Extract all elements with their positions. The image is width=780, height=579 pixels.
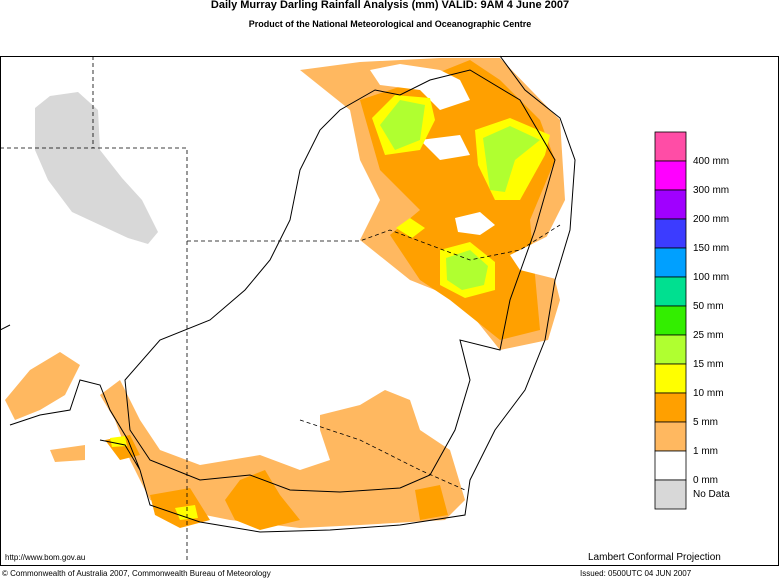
- legend-label: 1 mm: [693, 446, 718, 457]
- legend-label: 25 mm: [693, 330, 724, 341]
- legend-label: 0 mm: [693, 475, 718, 486]
- source-url: http://www.bom.gov.au: [5, 553, 85, 562]
- legend-label: 200 mm: [693, 214, 729, 225]
- legend-swatch: [654, 334, 687, 365]
- coastline: [0, 55, 576, 533]
- rain-15mm: [483, 126, 540, 192]
- legend: 400 mm 300 mm 200 mm 150 mm 100 mm 50 mm 25 mm…: [654, 131, 730, 510]
- subtitle: Product of the National Meteorological a…: [249, 19, 532, 29]
- issued: Issued: 0500UTC 04 JUN 2007: [580, 569, 692, 578]
- legend-swatch: [654, 189, 687, 220]
- legend-label: 50 mm: [693, 301, 724, 312]
- rain-none: [370, 64, 470, 110]
- legend-swatch: [654, 218, 687, 249]
- legend-swatch: [654, 421, 687, 452]
- legend-swatch: [654, 131, 687, 162]
- legend-swatch: [654, 450, 687, 481]
- legend-label: 300 mm: [693, 185, 729, 196]
- copyright: © Commonwealth of Australia 2007, Common…: [2, 569, 271, 578]
- legend-swatch: [654, 363, 687, 394]
- legend-label: 400 mm: [693, 156, 729, 167]
- title: Daily Murray Darling Rainfall Analysis (…: [211, 0, 569, 11]
- rain-15mm: [446, 250, 488, 290]
- legend-swatch: [654, 276, 687, 307]
- rain-10mm: [396, 218, 425, 238]
- legend-swatch: [654, 305, 687, 336]
- legend-label: 100 mm: [693, 272, 729, 283]
- rain-none: [420, 135, 570, 280]
- no-data-area: [35, 92, 158, 244]
- legend-swatch: [654, 392, 687, 423]
- map: [0, 55, 779, 566]
- legend-label: 150 mm: [693, 243, 729, 254]
- legend-label: 15 mm: [693, 359, 724, 370]
- rain-15mm: [380, 100, 425, 150]
- legend-swatch: [654, 247, 687, 278]
- legend-swatch: [654, 160, 687, 191]
- legend-swatch: [654, 479, 687, 510]
- legend-label: 5 mm: [693, 417, 718, 428]
- basin-boundary: [124, 69, 556, 493]
- rain-10mm: [110, 436, 198, 520]
- rain-1mm: [5, 352, 85, 462]
- legend-label: No Data: [693, 489, 730, 500]
- state-border: [0, 56, 561, 560]
- projection: Lambert Conformal Projection: [588, 552, 721, 563]
- legend-label: 10 mm: [693, 388, 724, 399]
